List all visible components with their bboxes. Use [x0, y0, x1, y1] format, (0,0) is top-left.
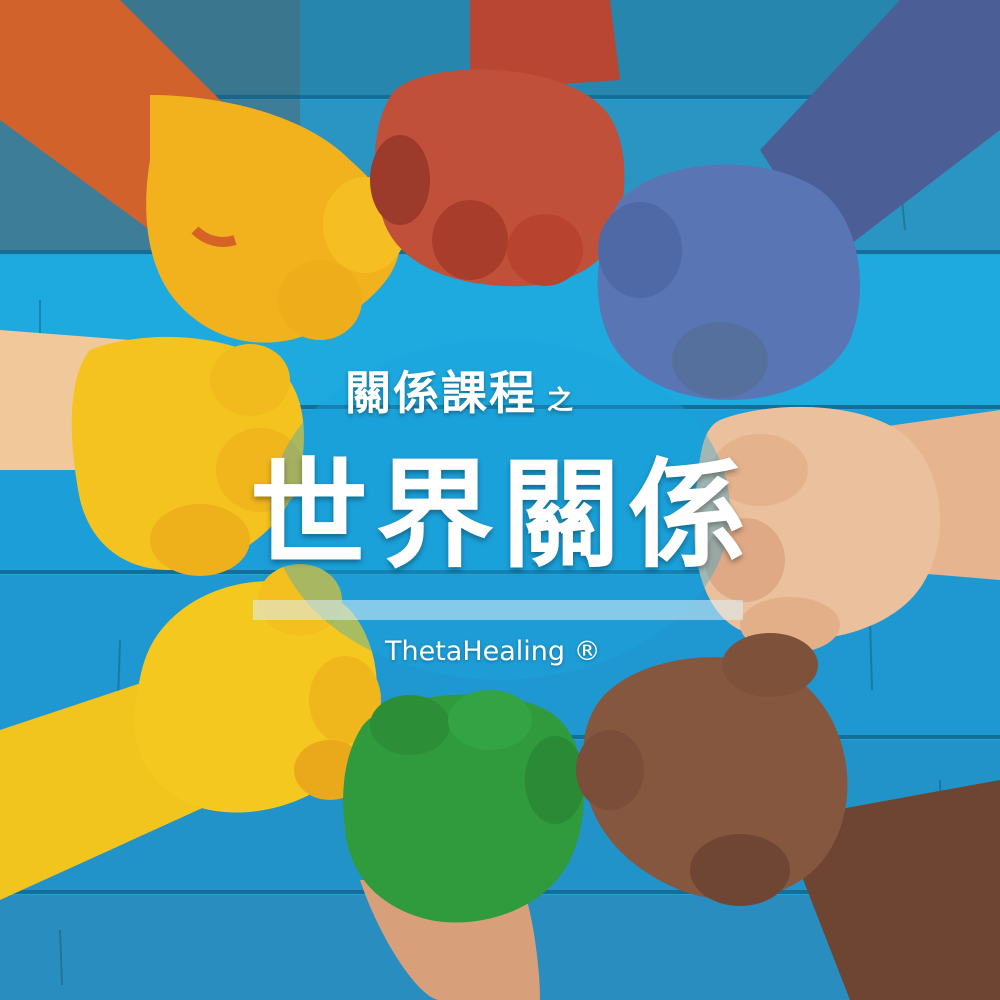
red-painted-hand [370, 0, 625, 287]
green-painted-hand [343, 690, 585, 1000]
yellow-painted-hand-left [0, 330, 304, 576]
dark-skin-hand [576, 633, 1000, 1000]
blue-painted-hand [597, 0, 1000, 400]
center-glow [270, 340, 730, 680]
light-skin-hand-right [693, 406, 1000, 653]
orange-yellow-painted-hand [0, 0, 407, 343]
yellow-painted-hand-lower-left [0, 564, 381, 900]
